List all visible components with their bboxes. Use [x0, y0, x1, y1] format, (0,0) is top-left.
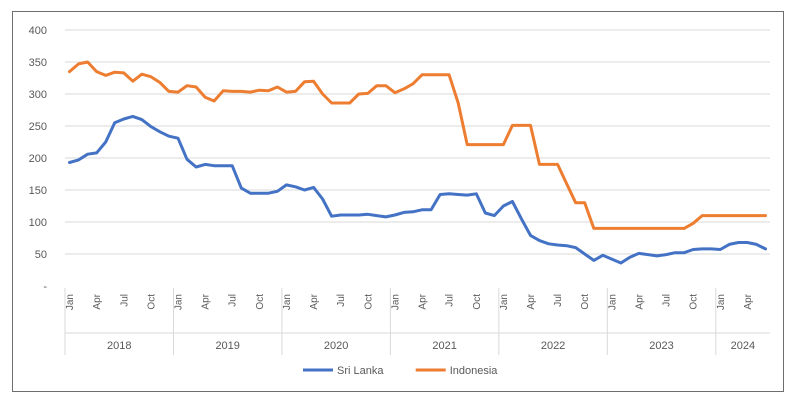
- y-tick-label: 100: [29, 217, 47, 229]
- series-lines: [68, 60, 767, 265]
- x-year-label: 2019: [215, 340, 239, 352]
- x-year-label: 2024: [731, 340, 755, 352]
- x-tick-label: Jan: [499, 294, 510, 310]
- y-axis-ticks: - 50 100 150 200 250 300 350 400: [29, 25, 48, 293]
- x-tick-label: Oct: [580, 294, 591, 310]
- x-tick-label: Jul: [228, 294, 239, 307]
- x-tick-label: Oct: [146, 294, 157, 310]
- y-tick-label: 350: [29, 57, 47, 69]
- x-year-label: 2023: [649, 340, 673, 352]
- x-tick-label: Oct: [255, 294, 266, 310]
- gridlines: [65, 29, 770, 255]
- x-year-label: 2020: [324, 340, 348, 352]
- x-tick-label: Apr: [634, 293, 645, 309]
- x-tick-label: Jan: [607, 294, 618, 310]
- y-tick-label: 150: [29, 185, 47, 197]
- x-tick-label: Jan: [173, 294, 184, 310]
- x-tick-label: Oct: [472, 294, 483, 310]
- y-tick-label: -: [43, 281, 47, 293]
- series-line-indonesia: [68, 60, 767, 230]
- x-tick-label: Apr: [526, 293, 537, 309]
- x-tick-label: Jul: [336, 294, 347, 307]
- x-tick-label: Oct: [363, 294, 374, 310]
- x-tick-label: Jul: [445, 294, 456, 307]
- x-year-label: 2018: [107, 340, 131, 352]
- x-year-label: 2022: [541, 340, 565, 352]
- x-year-label: 2021: [432, 340, 456, 352]
- legend-label: Indonesia: [450, 365, 499, 377]
- x-tick-label: Jan: [390, 294, 401, 310]
- x-tick-label: Jul: [553, 294, 564, 307]
- y-tick-label: 200: [29, 153, 47, 165]
- chart-frame: -50 100 150 200 250 300 350 400 Jan Apr Jul Oct Jan…: [12, 11, 784, 392]
- x-tick-label: Apr: [743, 293, 754, 309]
- x-axis: Jan Apr Jul Oct Jan Apr Jul Oct Jan Apr Jul Oct Jan A…: [64, 288, 770, 355]
- x-tick-label: Jan: [65, 294, 76, 310]
- legend-label: Sri Lanka: [337, 365, 384, 377]
- y-tick-label: 50: [35, 249, 47, 261]
- y-tick-label: 400: [29, 25, 47, 37]
- x-tick-label: Oct: [689, 294, 700, 310]
- legend: Sri Lanka Indonesia: [303, 365, 498, 377]
- x-tick-label: Jul: [662, 294, 673, 307]
- x-tick-label: Apr: [418, 293, 429, 309]
- y-tick-label: 250: [29, 121, 47, 133]
- x-tick-label: Apr: [201, 293, 212, 309]
- y-tick-label: 300: [29, 89, 47, 101]
- series-line-sri-lanka: [68, 114, 767, 265]
- x-tick-label: Jan: [282, 294, 293, 310]
- x-tick-label: Apr: [309, 293, 320, 309]
- x-tick-label: Apr: [92, 293, 103, 309]
- x-tick-label: Jan: [716, 294, 727, 310]
- x-tick-label: Jul: [119, 294, 130, 307]
